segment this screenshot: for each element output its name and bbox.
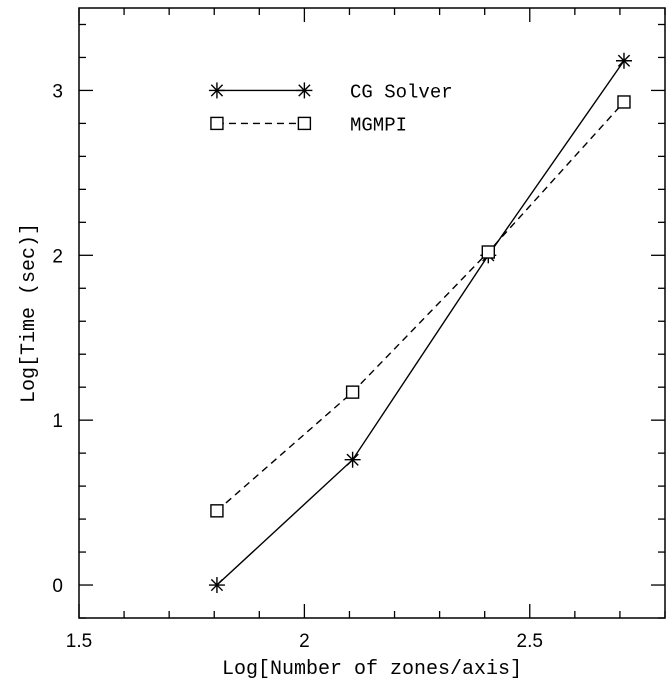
y-tick-label: 2 bbox=[52, 246, 63, 267]
y-axis-title: Log[Time (sec)] bbox=[18, 223, 41, 403]
series-line bbox=[216, 60, 625, 586]
x-tick-label: 2.5 bbox=[517, 631, 543, 652]
asterisk-marker bbox=[296, 82, 313, 99]
x-tick-label: 1.5 bbox=[66, 631, 92, 652]
y-tick-label: 1 bbox=[52, 411, 63, 432]
axis-ticks bbox=[78, 8, 666, 619]
y-tick-label: 0 bbox=[52, 576, 63, 597]
legend-entry: MGMPI bbox=[210, 114, 407, 136]
asterisk-marker bbox=[344, 451, 361, 468]
asterisk-marker bbox=[208, 577, 225, 594]
asterisk-marker bbox=[615, 52, 632, 69]
square-marker bbox=[297, 116, 312, 131]
series-mgmpi bbox=[210, 95, 631, 518]
asterisk-marker bbox=[208, 82, 225, 99]
plot-frame bbox=[78, 7, 666, 619]
legend-entry: CG Solver bbox=[208, 81, 453, 103]
axis-tick-labels: 1.5 2 2.5 0 1 2 3 bbox=[52, 81, 543, 652]
square-marker bbox=[481, 245, 495, 259]
square-marker bbox=[617, 95, 631, 109]
square-marker bbox=[210, 504, 224, 518]
legend: CG Solver MGMPI bbox=[208, 81, 453, 136]
y-tick-label: 3 bbox=[52, 81, 63, 102]
series-line bbox=[216, 101, 625, 512]
x-axis-title: Log[Number of zones/axis] bbox=[222, 658, 522, 681]
square-marker bbox=[210, 116, 224, 131]
legend-label: MGMPI bbox=[350, 114, 407, 136]
square-marker bbox=[345, 385, 360, 399]
legend-label: CG Solver bbox=[350, 81, 453, 103]
series-layer bbox=[208, 52, 632, 594]
x-tick-label: 2 bbox=[299, 631, 310, 652]
